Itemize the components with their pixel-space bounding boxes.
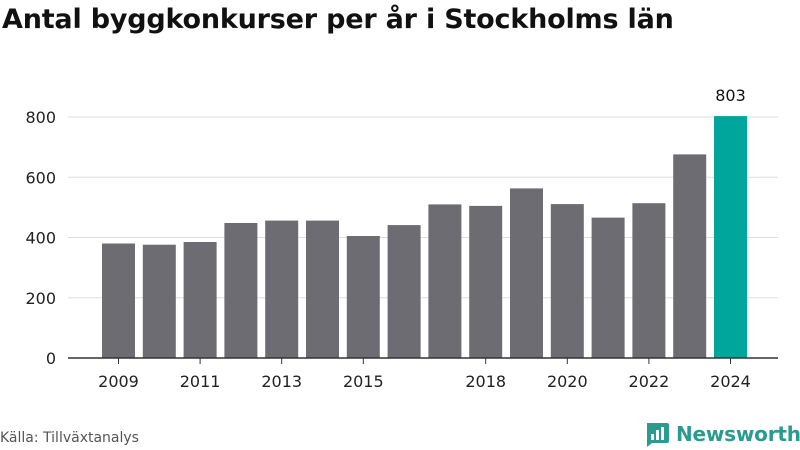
data-label-2024: 803	[715, 86, 746, 105]
x-tick-label-2015: 2015	[343, 372, 384, 391]
bar-2019	[510, 188, 543, 358]
bar-2012	[224, 223, 258, 358]
y-tick-label-800: 800	[25, 108, 56, 127]
y-tick-label-200: 200	[25, 289, 56, 308]
bar-2014	[306, 220, 339, 358]
bar-2013	[265, 220, 299, 358]
bar-2020	[550, 204, 584, 358]
x-axis-ticks	[118, 358, 731, 364]
bar-2016	[387, 225, 421, 358]
y-axis-labels: 0 200 400 600 800	[25, 108, 56, 368]
bars	[102, 116, 747, 358]
chart-title: Antal byggkonkurser per år i Stockholms …	[2, 4, 674, 35]
bar-2024	[714, 116, 747, 358]
newsworthy-logo-icon	[647, 423, 669, 447]
bar-2022	[632, 203, 666, 358]
source-note: Källa: Tillväxtanalys	[0, 430, 139, 446]
bar-2015	[346, 236, 380, 358]
bar-2011	[183, 242, 217, 358]
x-tick-label-2013: 2013	[261, 372, 302, 391]
y-tick-label-0: 0	[46, 349, 56, 368]
x-tick-label-2011: 2011	[180, 372, 221, 391]
x-tick-label-2009: 2009	[98, 372, 139, 391]
y-tick-label-600: 600	[25, 168, 56, 187]
bar-2021	[591, 217, 625, 358]
x-tick-label-2018: 2018	[465, 372, 506, 391]
brand-name: Newsworthy	[676, 422, 800, 446]
bar-2009	[102, 243, 135, 358]
x-tick-label-2022: 2022	[629, 372, 670, 391]
y-tick-label-400: 400	[25, 229, 56, 248]
brand[interactable]: Newsworthy	[644, 420, 800, 448]
x-tick-label-2020: 2020	[547, 372, 588, 391]
bar-2023	[673, 154, 707, 358]
bar-2018	[469, 205, 503, 358]
bar-2010	[142, 244, 176, 358]
bar-2017	[428, 204, 462, 358]
x-axis-labels: 2009 2011 2013 2015 2018 2020 2022 2024	[98, 372, 751, 391]
x-tick-label-2024: 2024	[710, 372, 751, 391]
